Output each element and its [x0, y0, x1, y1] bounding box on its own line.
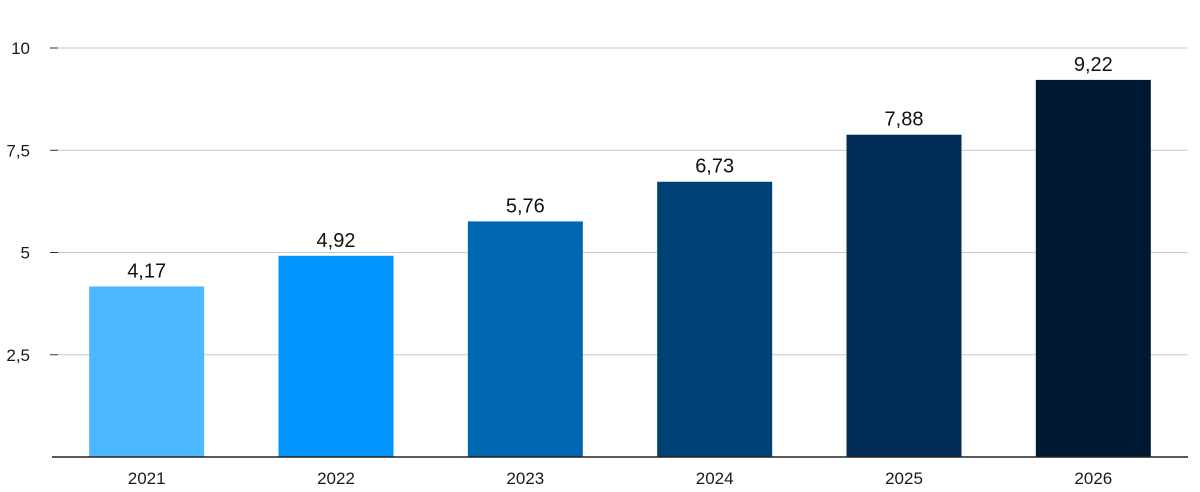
bar-2025 — [846, 134, 962, 457]
bar-2026 — [1035, 79, 1151, 457]
data-label-2024: 6,73 — [695, 156, 734, 178]
bar-2022 — [278, 255, 394, 457]
data-label-2022: 4,92 — [317, 230, 356, 252]
bar-2024 — [657, 181, 773, 458]
axis-layer: 2,5 5 7,5 10 2021 2022 2023 2024 2025 2026 — [6, 39, 1188, 488]
x-tick-label-2023: 2023 — [506, 469, 544, 488]
data-label-layer: 4,17 4,92 5,76 6,73 7,88 9,22 — [127, 54, 1113, 283]
data-label-2025: 7,88 — [885, 109, 924, 131]
y-tick-label: 5 — [21, 244, 30, 263]
grid-layer — [58, 47, 1188, 356]
bar-layer — [89, 79, 1151, 458]
y-tick-label: 2,5 — [6, 346, 30, 365]
data-label-2026: 9,22 — [1074, 54, 1113, 76]
y-tick-label: 10 — [11, 39, 30, 58]
x-tick-label-2024: 2024 — [696, 469, 734, 488]
data-label-2023: 5,76 — [506, 195, 545, 217]
x-tick-label-2022: 2022 — [317, 469, 355, 488]
bar-2023 — [467, 221, 583, 457]
bar-2021 — [89, 286, 205, 457]
x-tick-label-2026: 2026 — [1074, 469, 1112, 488]
x-tick-label-2025: 2025 — [885, 469, 923, 488]
x-tick-label-2021: 2021 — [128, 469, 166, 488]
y-tick-label: 7,5 — [6, 141, 30, 160]
data-label-2021: 4,17 — [127, 260, 166, 282]
